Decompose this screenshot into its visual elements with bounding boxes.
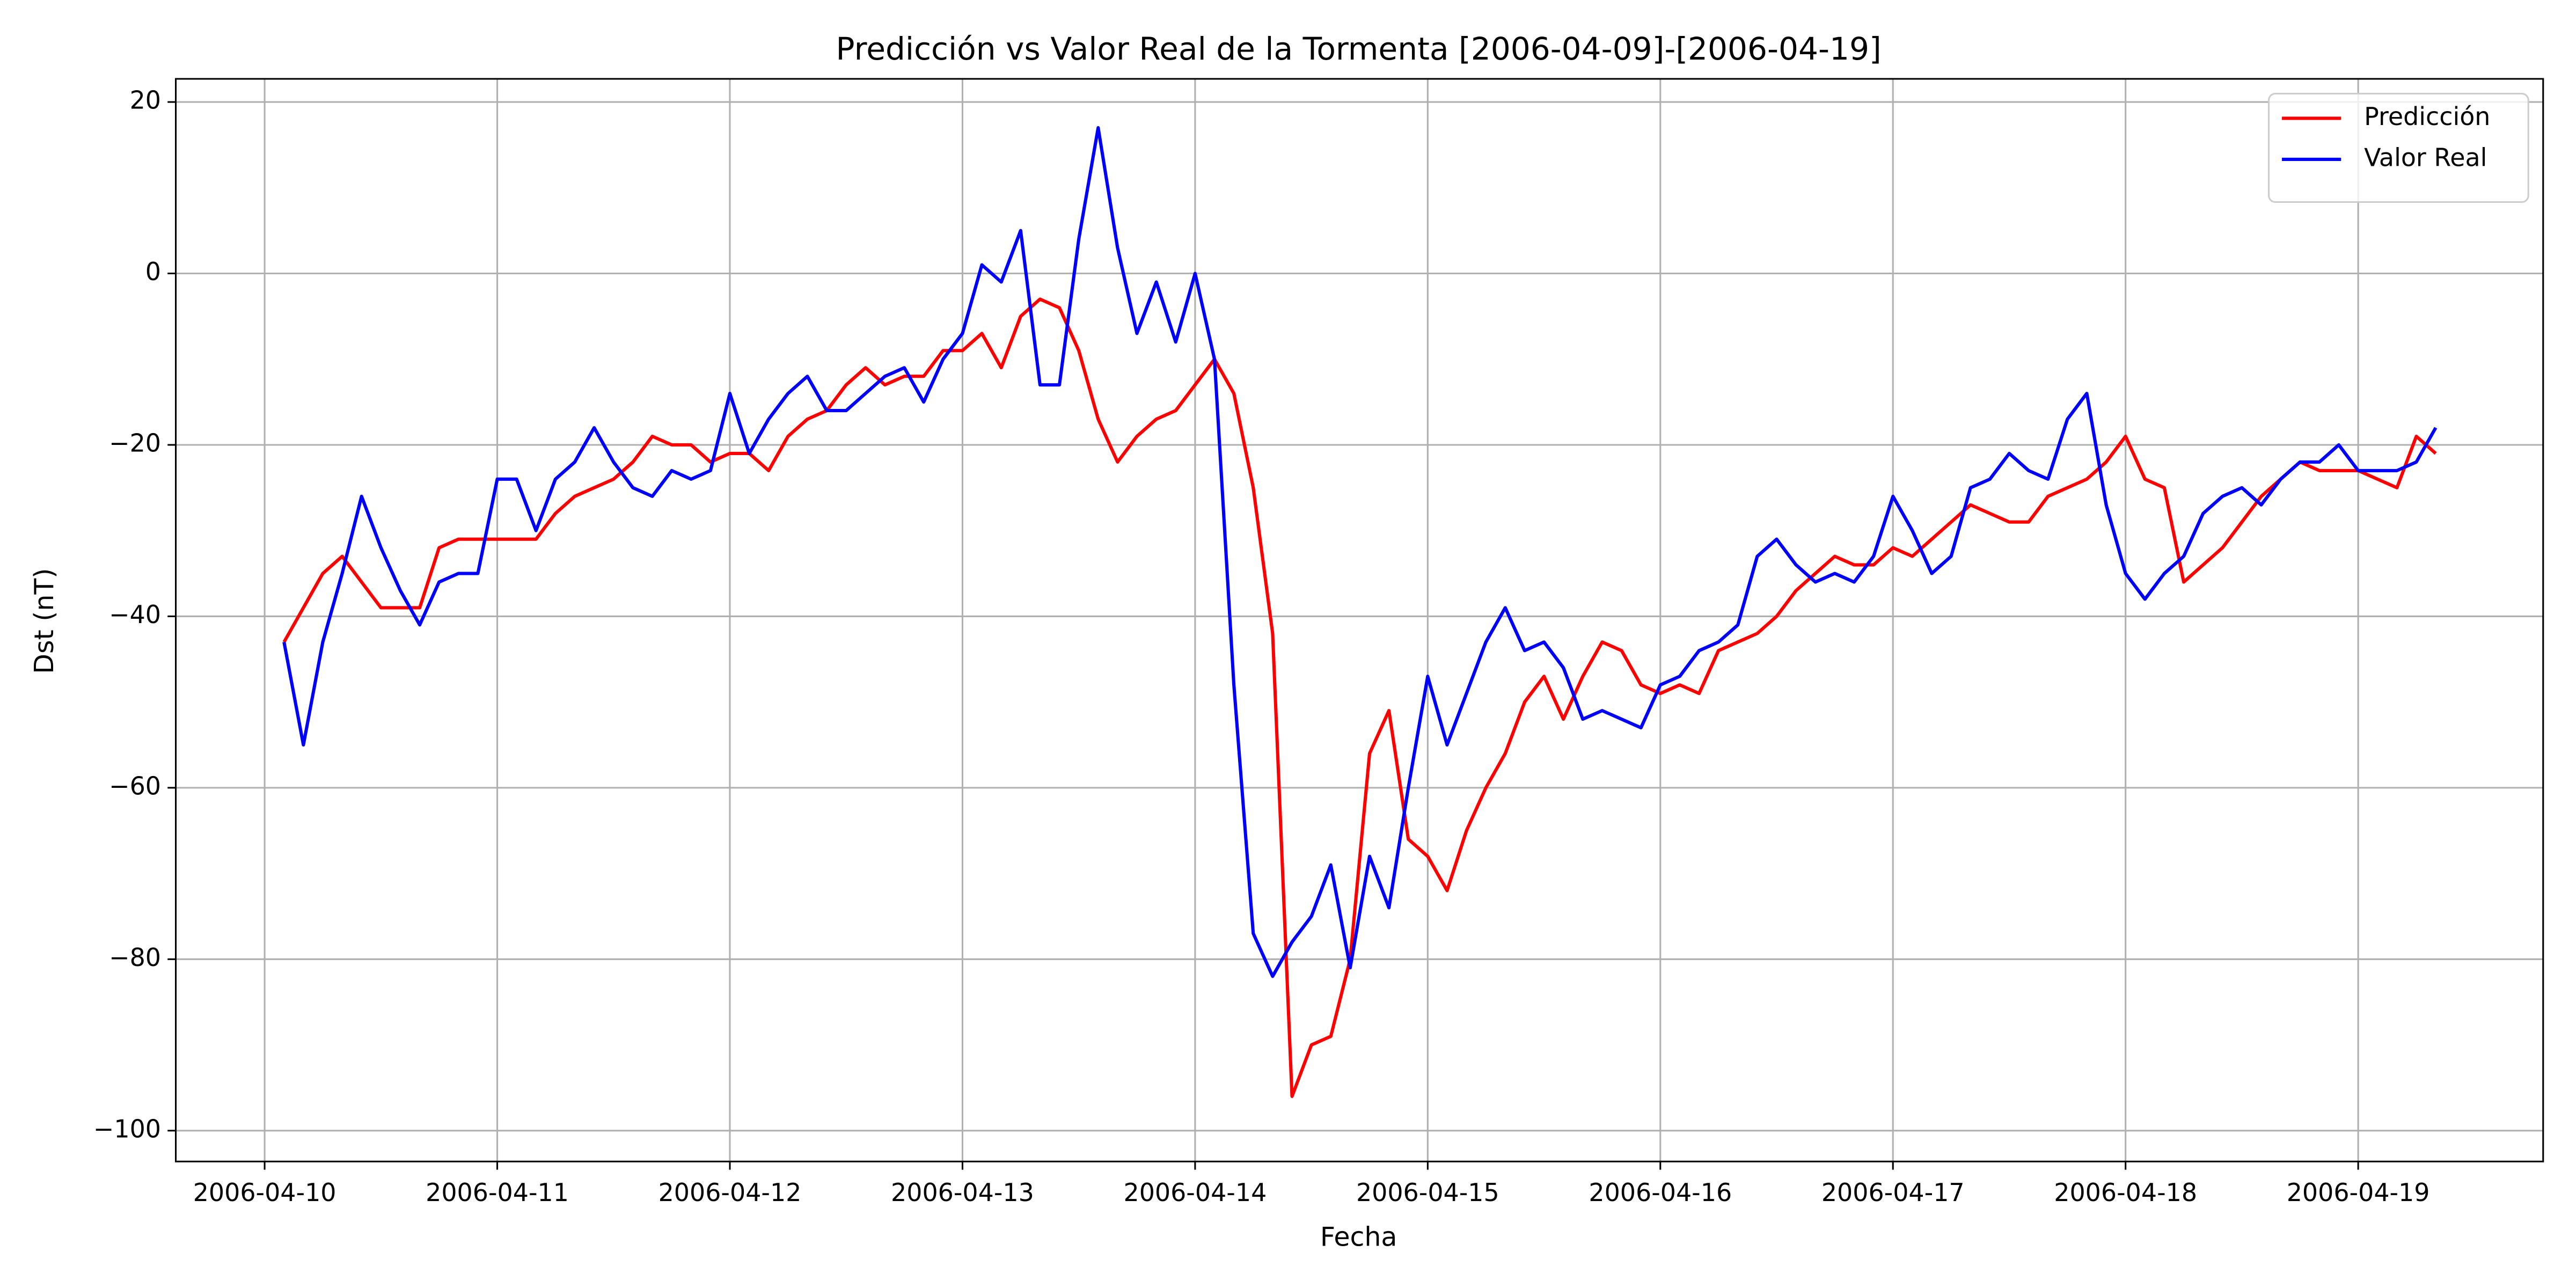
- y-tick-label: 0: [145, 257, 161, 286]
- x-tick-label: 2006-04-11: [426, 1178, 569, 1207]
- y-tick-label: −60: [109, 771, 161, 800]
- x-tick-label: 2006-04-18: [2054, 1178, 2197, 1207]
- x-tick-label: 2006-04-12: [658, 1178, 802, 1207]
- y-tick-label: 20: [130, 86, 161, 115]
- plot-frame: [175, 78, 2544, 1162]
- x-axis-label: Fecha: [1320, 1222, 1397, 1253]
- data-line: [282, 297, 2437, 1098]
- x-tick-label: 2006-04-17: [1821, 1178, 1965, 1207]
- chart-title: Predicción vs Valor Real de la Tormenta …: [836, 31, 1882, 67]
- y-tick-label: −20: [109, 428, 161, 457]
- data-line: [282, 126, 2438, 978]
- x-tick-label: 2006-04-15: [1356, 1178, 1499, 1207]
- x-tick-label: 2006-04-10: [193, 1178, 336, 1207]
- y-tick-label: −100: [93, 1114, 161, 1143]
- x-tick-label: 2006-04-13: [891, 1178, 1034, 1207]
- y-tick-label: −40: [109, 600, 161, 629]
- y-axis-label: Dst (nT): [29, 568, 60, 674]
- x-tick-label: 2006-04-14: [1123, 1178, 1267, 1207]
- legend-label: Valor Real: [2364, 143, 2487, 172]
- y-tick-label: −80: [109, 943, 161, 972]
- x-tick-label: 2006-04-19: [2287, 1178, 2430, 1207]
- x-tick-label: 2006-04-16: [1589, 1178, 1732, 1207]
- legend-box: [2268, 92, 2529, 203]
- legend-label: Predicción: [2364, 102, 2490, 131]
